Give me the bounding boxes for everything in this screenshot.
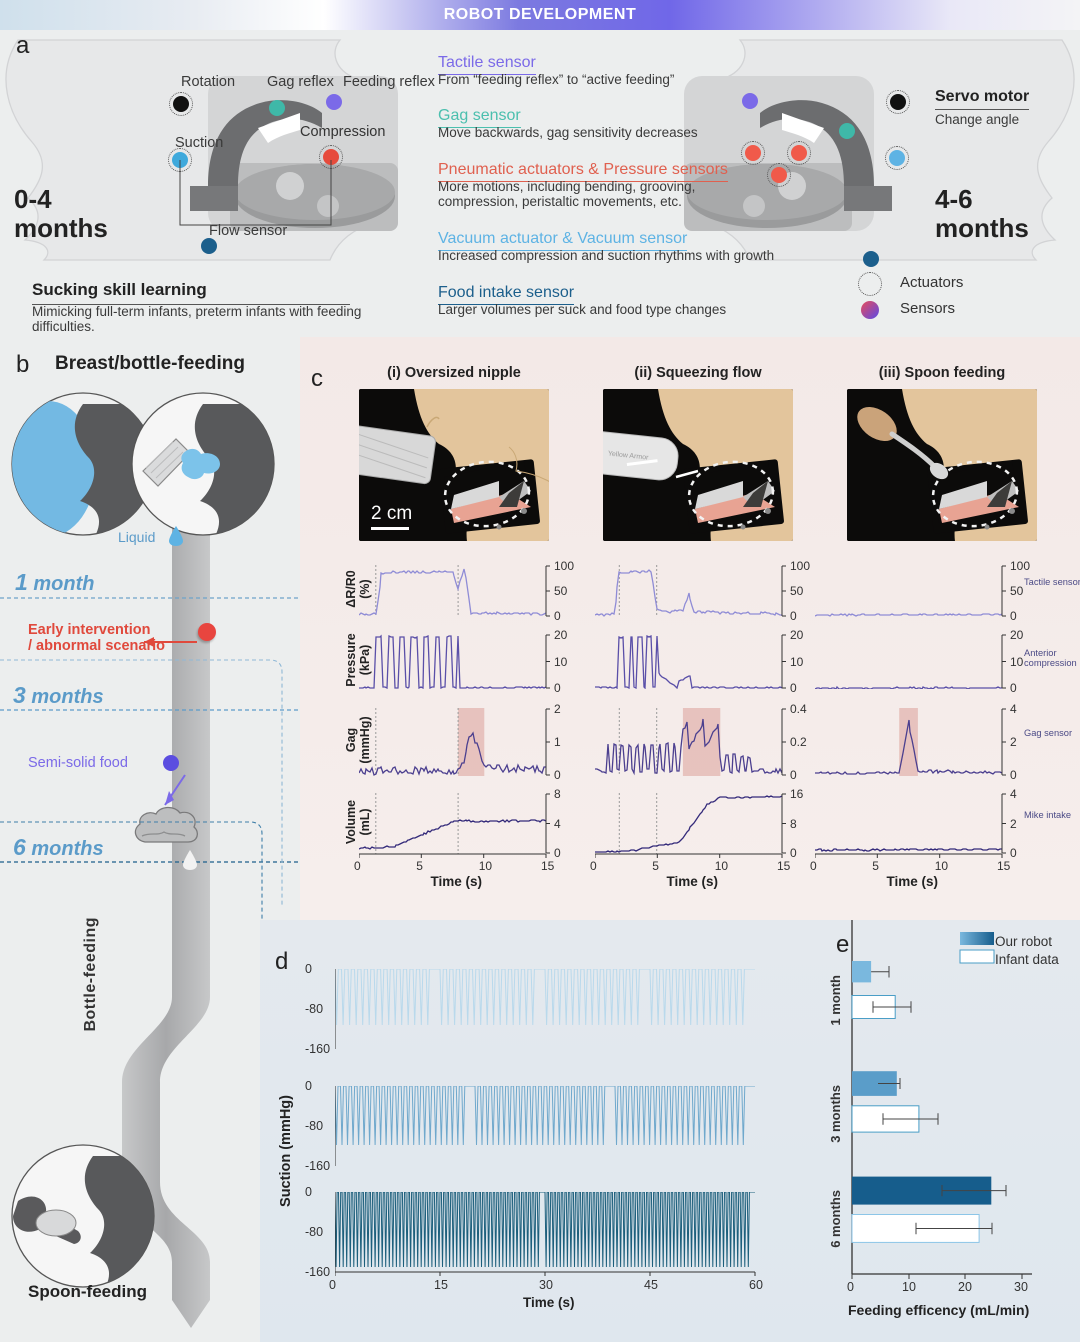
svg-text:2 cm: 2 cm	[371, 503, 412, 524]
